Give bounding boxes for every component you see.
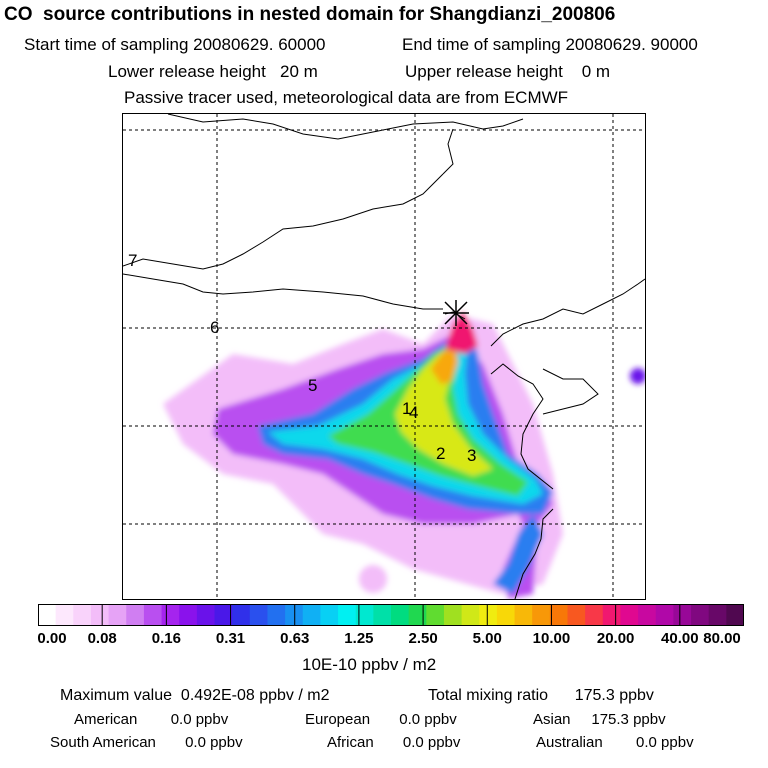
scale-border — [38, 604, 744, 626]
scale-swatch — [708, 604, 727, 626]
concentration-plume — [163, 312, 645, 599]
region-african: African 0.0 ppbv — [327, 734, 461, 751]
plume-layer-orange — [431, 344, 458, 384]
region-american: American 0.0 ppbv — [74, 711, 229, 728]
region-european: European 0.0 ppbv — [305, 711, 457, 728]
page-title: CO source contributions in nested domain… — [4, 4, 616, 25]
lower-height-label: Lower release height 20 m — [108, 62, 318, 81]
scale-swatch — [408, 604, 427, 626]
scale-swatch — [585, 604, 604, 626]
map-label-1: 1 — [402, 399, 412, 418]
scale-tick-label: 0.63 — [280, 630, 310, 647]
total-mixing-label: Total mixing ratio 175.3 ppbv — [428, 687, 654, 704]
max-value-label: Maximum value 0.492E-08 ppbv / m2 — [60, 687, 330, 704]
scale-swatch — [55, 604, 74, 626]
start-time-label: Start time of sampling 20080629. 60000 — [24, 35, 326, 54]
scale-swatch — [514, 604, 533, 626]
map-panel[interactable]: 7 6 5 1 4 2 3 — [122, 113, 646, 600]
scale-swatch — [214, 604, 233, 626]
scale-tick-label: 0.31 — [215, 630, 246, 647]
scale-tick-label: 1.25 — [344, 630, 374, 647]
scale-swatch — [73, 604, 92, 626]
scale-swatch — [461, 604, 480, 626]
scale-swatch — [355, 604, 374, 626]
map-label-6: 6 — [210, 318, 220, 337]
scale-tick-label: 40.00 — [661, 630, 699, 647]
plume-layer-sea-strip — [493, 514, 543, 594]
scale-swatch — [602, 604, 621, 626]
scale-swatch — [620, 604, 639, 626]
scale-swatch — [249, 604, 268, 626]
scale-tick-label: 2.50 — [408, 630, 438, 647]
scale-swatch — [90, 604, 110, 626]
end-time-label: End time of sampling 20080629. 90000 — [402, 35, 698, 54]
scale-tick-label: 0.08 — [87, 630, 117, 647]
scale-swatch — [567, 604, 586, 626]
scale-swatch — [196, 604, 215, 626]
scale-swatch — [373, 604, 392, 626]
color-scale-bar — [38, 604, 744, 626]
scale-swatch — [655, 604, 674, 626]
map-label-5: 5 — [308, 376, 318, 395]
scale-swatch — [549, 604, 568, 626]
scale-swatch — [143, 604, 163, 626]
region-south-american: South American 0.0 ppbv — [50, 734, 243, 751]
scale-swatch — [302, 604, 321, 626]
region-australian: Australian 0.0 ppbv — [536, 734, 694, 751]
scale-swatch — [285, 604, 304, 626]
scale-swatch — [532, 604, 551, 626]
plume-spot-east — [630, 368, 645, 384]
coastlines — [123, 114, 645, 599]
map-label-2: 2 — [436, 444, 446, 463]
upper-height-label: Upper release height 0 m — [405, 62, 611, 81]
scale-tick-label: 80.00 — [703, 630, 741, 647]
scale-swatch — [691, 604, 710, 626]
scale-swatch — [108, 604, 127, 626]
scale-tick-label: 0.16 — [151, 630, 181, 647]
scale-tick-label: 20.00 — [596, 630, 635, 647]
scale-swatch — [479, 604, 498, 626]
plume-spot-south — [359, 565, 387, 593]
scale-swatch — [338, 604, 357, 626]
region-asian: Asian 175.3 ppbv — [533, 711, 666, 728]
scale-units-label: 10E-10 ppbv / m2 — [302, 655, 437, 674]
scale-swatch — [496, 604, 516, 626]
scale-swatch — [426, 604, 445, 626]
scale-swatch — [726, 604, 744, 626]
scale-tick-label: 0.00 — [37, 630, 67, 647]
scale-swatch — [267, 604, 286, 626]
grid-lines — [123, 114, 645, 599]
scale-swatch — [38, 604, 57, 626]
map-label-4: 4 — [409, 403, 419, 422]
scale-swatch — [126, 604, 145, 626]
scale-swatch — [443, 604, 463, 626]
scale-swatch — [161, 604, 180, 626]
plume-layer-red — [445, 312, 478, 354]
scale-swatch — [391, 604, 410, 626]
scale-swatch — [232, 604, 251, 626]
scale-swatch — [673, 604, 692, 626]
plume-layer-yellow — [395, 349, 493, 476]
scale-swatch — [320, 604, 339, 626]
map-canvas — [123, 114, 645, 599]
star-marker — [443, 300, 469, 326]
map-label-7: 7 — [128, 251, 138, 270]
scale-tick-label: 10.00 — [532, 630, 571, 647]
scale-tick-label: 5.00 — [472, 630, 502, 647]
map-label-3: 3 — [467, 446, 477, 465]
scale-swatch — [638, 604, 657, 626]
scale-swatch — [179, 604, 198, 626]
tracer-label: Passive tracer used, meteorological data… — [124, 88, 569, 107]
